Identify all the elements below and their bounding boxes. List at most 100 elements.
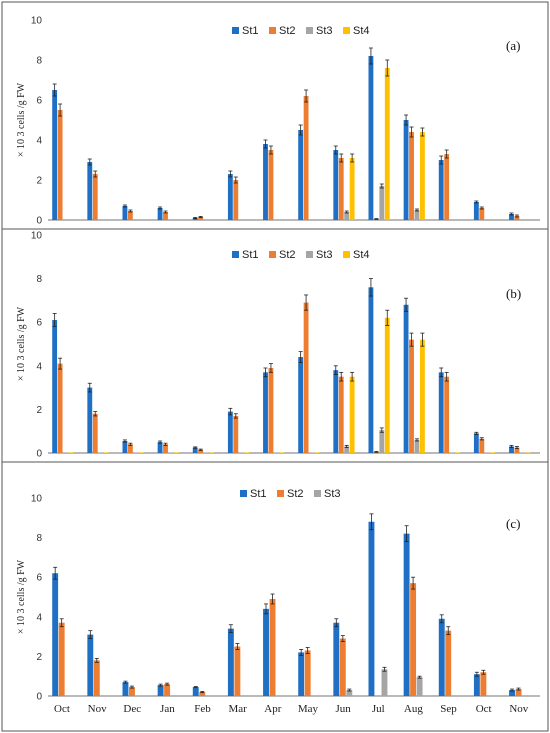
bar-st2-oct (479, 438, 485, 453)
legend-swatch-st4 (343, 251, 350, 258)
bar-st3-apr (273, 452, 279, 453)
bar-st2-jun (338, 376, 344, 453)
bar-st2-oct (57, 110, 63, 220)
bar-st2-apr (268, 367, 274, 453)
bar-st1-jun (333, 370, 339, 453)
legend-label-st3: St3 (316, 249, 333, 261)
bar-st4-jul (384, 317, 390, 453)
bar-st1-feb (192, 687, 199, 696)
bar-st2-mar (233, 180, 239, 220)
bar-st1-jul (368, 521, 375, 696)
bar-st2-nov (515, 689, 522, 696)
bar-st3-may (309, 452, 314, 453)
panel-frame (1, 461, 549, 732)
y-tick-label: 10 (31, 16, 43, 27)
legend-label-st2: St2 (287, 488, 304, 500)
bar-st2-may (303, 302, 309, 453)
legend-swatch-st3 (306, 251, 313, 258)
legend-swatch-st2 (277, 490, 284, 497)
bar-st4-aug (419, 132, 425, 220)
bar-st4-oct (68, 452, 74, 453)
bar-st2-jan (163, 212, 168, 220)
legend-label-st2: St2 (279, 249, 296, 261)
y-tick-label: 8 (36, 56, 42, 67)
x-tick-label: Feb (194, 703, 211, 715)
bar-st2-nov (92, 413, 98, 453)
bar-st1-aug (403, 533, 410, 696)
bar-st1-feb (192, 447, 198, 453)
bar-st3-aug (414, 210, 420, 220)
bar-st4-jan (173, 452, 179, 453)
bar-st4-sep (455, 452, 460, 453)
x-tick-label: May (298, 703, 319, 715)
bar-st1-nov (87, 162, 93, 220)
y-tick-label: 4 (36, 612, 42, 623)
bar-st3-jun (346, 690, 353, 696)
bar-st2-aug (409, 132, 414, 220)
bar-st3-jul (379, 430, 385, 453)
y-tick-label: 10 (31, 231, 43, 242)
x-tick-label: Sep (440, 703, 457, 715)
y-tick-label: 6 (36, 573, 42, 584)
y-tick-label: 4 (36, 361, 42, 372)
panel-label: (a) (506, 38, 520, 53)
y-tick-label: 0 (36, 216, 42, 227)
bar-st3-dec (133, 452, 139, 453)
x-tick-label: Nov (88, 703, 107, 715)
bar-st4-nov (103, 452, 109, 453)
bar-st1-dec (122, 682, 129, 696)
y-tick-label: 8 (36, 274, 42, 285)
bar-st2-feb (198, 449, 204, 453)
bar-st1-oct (52, 90, 58, 220)
bar-st4-mar (244, 452, 250, 453)
bar-st1-oct (52, 573, 59, 696)
bar-st2-nov (514, 447, 520, 453)
x-tick-label: Oct (54, 703, 70, 715)
y-tick-label: 2 (36, 176, 42, 187)
bar-st3-aug (416, 677, 423, 696)
bar-st2-sep (445, 630, 452, 696)
bar-st3-jun (344, 446, 350, 453)
bar-st2-mar (234, 646, 241, 696)
bar-st2-aug (409, 339, 414, 453)
bar-st1-may (298, 357, 304, 453)
bar-st1-jan (157, 208, 163, 220)
bar-st1-nov (509, 446, 514, 453)
y-tick-label: 0 (36, 692, 42, 703)
panel-frame (1, 1, 549, 230)
bar-st1-oct (473, 202, 479, 220)
bar-st3-oct (484, 452, 490, 453)
y-axis-label: × 10 3 cells /g FW (16, 306, 27, 381)
bar-st1-jun (333, 150, 339, 220)
x-tick-label: Apr (264, 703, 281, 715)
bar-st2-oct (57, 363, 63, 453)
legend-label-st4: St4 (353, 25, 370, 37)
bar-st4-jun (349, 376, 355, 453)
bar-st4-apr (279, 452, 285, 453)
bar-st2-may (303, 96, 309, 220)
bar-st2-dec (127, 444, 133, 453)
legend-swatch-st3 (314, 490, 321, 497)
bar-st3-nov (98, 452, 104, 453)
x-tick-label: Aug (404, 703, 423, 715)
bar-st1-dec (122, 206, 128, 220)
bar-st1-jun (333, 622, 340, 696)
bar-st1-nov (509, 214, 514, 220)
y-tick-label: 0 (36, 449, 42, 460)
y-axis-label: × 10 3 cells /g FW (16, 82, 27, 157)
bar-st3-aug (414, 439, 420, 453)
legend-swatch-st1 (240, 490, 247, 497)
legend-swatch-st1 (232, 27, 239, 34)
legend-label-st1: St1 (250, 488, 267, 500)
bar-st2-oct (58, 622, 65, 696)
bar-st1-sep (438, 160, 444, 220)
bar-st2-oct (480, 672, 487, 696)
panel-label: (c) (506, 516, 520, 531)
bar-st1-mar (227, 174, 233, 220)
bar-st2-dec (129, 687, 135, 696)
bar-st1-sep (438, 372, 444, 453)
legend-swatch-st2 (269, 27, 276, 34)
bar-st2-apr (269, 598, 276, 696)
bar-st3-mar (238, 452, 244, 453)
